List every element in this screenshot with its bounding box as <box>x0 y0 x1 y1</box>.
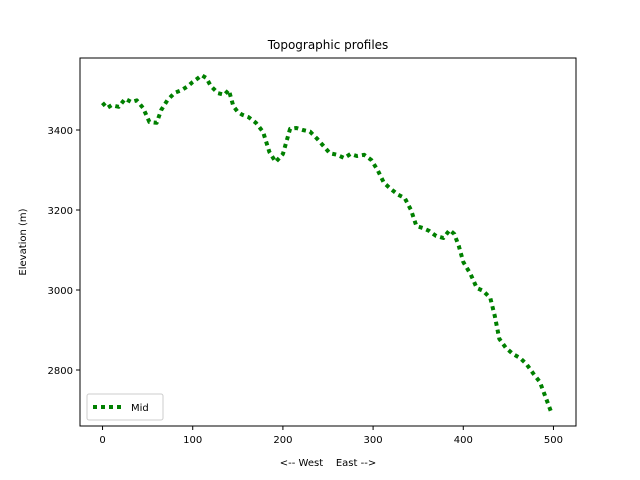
plot-frame <box>79 57 577 427</box>
x-tick-label: 400 <box>454 435 473 446</box>
y-tick-label: 3400 <box>48 126 73 137</box>
x-axis: 0 100 200 300 400 500 <box>99 426 563 446</box>
y-tick-label: 3200 <box>48 206 73 217</box>
legend-box <box>86 393 164 421</box>
plot-area <box>101 73 553 412</box>
x-tick-label: 500 <box>544 435 563 446</box>
legend-label: Mid <box>131 403 149 414</box>
x-tick-label: 200 <box>273 435 292 446</box>
y-tick-label: 3000 <box>48 286 73 297</box>
chart-title: Topographic profiles <box>267 38 389 52</box>
y-axis-title: Elevation (m) <box>18 208 29 275</box>
x-axis-title: <-- West East --> <box>280 458 376 469</box>
legend: Mid <box>86 393 164 421</box>
y-tick-label: 2800 <box>48 366 73 377</box>
x-tick-label: 300 <box>364 435 383 446</box>
x-tick-label: 0 <box>99 435 105 446</box>
y-axis: 2800 3000 3200 3400 <box>48 126 80 377</box>
series-line-mid <box>101 73 553 412</box>
x-tick-label: 100 <box>183 435 202 446</box>
